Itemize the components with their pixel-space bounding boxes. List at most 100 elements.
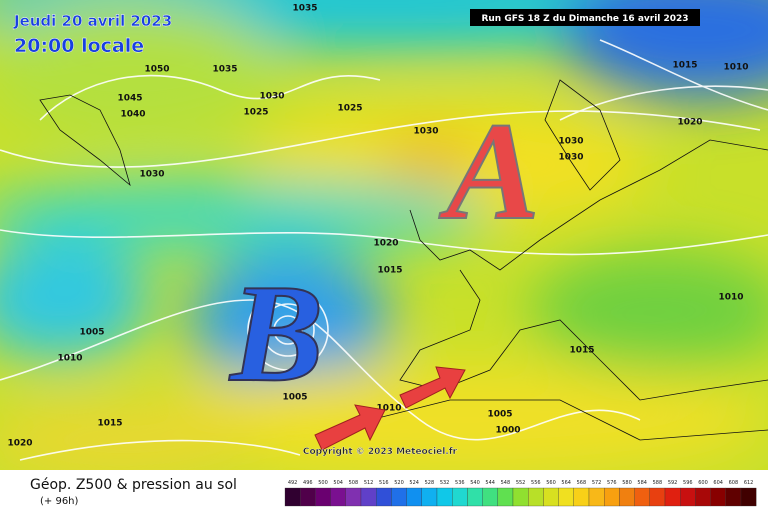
isobar-label: 1025: [337, 104, 362, 114]
isobar-label: 1020: [7, 439, 32, 449]
scale-label: 580: [622, 480, 632, 486]
isobar-label: 1035: [212, 65, 237, 75]
scale-label: 536: [455, 480, 465, 486]
scale-label: 508: [349, 480, 359, 486]
isobar-label: 1000: [495, 426, 520, 436]
scale-label: 576: [607, 480, 617, 486]
isobar-label: 1010: [718, 293, 743, 303]
scale-label: 592: [668, 480, 678, 486]
scale-swatch: [634, 487, 650, 507]
run-label: Run GFS 18 Z du Dimanche 16 avril 2023: [481, 14, 688, 24]
scale-label: 500: [318, 480, 328, 486]
scale-label: 556: [531, 480, 541, 486]
isobar-label: 1005: [79, 328, 104, 338]
isobar-label: 1010: [723, 63, 748, 73]
scale-swatch: [512, 487, 529, 507]
copyright: Copyright © 2023 Meteociel.fr: [303, 447, 458, 457]
scale-swatch: [695, 487, 711, 507]
isobar-label: 1025: [243, 108, 268, 118]
isobar-label: 1040: [120, 110, 145, 120]
isobar-label: 1030: [413, 127, 438, 137]
scale-swatch: [543, 487, 559, 507]
isobar-label: 1020: [373, 239, 398, 249]
scale-swatch: [649, 487, 666, 507]
scale-swatch: [330, 487, 346, 507]
scale-swatch: [436, 487, 453, 507]
scale-label: 492: [288, 480, 298, 486]
scale-swatch: [391, 487, 407, 507]
scale-swatch: [497, 487, 514, 507]
scale-label: 540: [470, 480, 480, 486]
footer-title: Géop. Z500 & pression au sol: [30, 477, 237, 493]
isobar-label: 1030: [558, 153, 583, 163]
isobar-label: 1035: [292, 4, 317, 14]
low-pressure-label: B: [228, 256, 323, 411]
scale-label: 548: [501, 480, 511, 486]
isobar-label: 1005: [487, 410, 512, 420]
arrows: [314, 366, 466, 451]
scale-swatch: [710, 487, 726, 507]
scale-label: 520: [394, 480, 404, 486]
scale-swatch: [300, 487, 316, 507]
time-label: 20:00 locale: [14, 35, 144, 57]
scale-label: 600: [698, 480, 708, 486]
scale-swatch: [558, 487, 574, 507]
isobar-label: 1045: [117, 94, 142, 104]
scale-label: 496: [303, 480, 313, 486]
color-scale: 492 496 500 504 508 512 516 520 524 528 532 536 540 5…: [284, 480, 757, 507]
isobar-label: 1030: [259, 92, 284, 102]
scale-swatch: [573, 487, 590, 507]
scale-swatch: [588, 487, 605, 507]
scale-label: 572: [592, 480, 602, 486]
isobar-label: 1030: [558, 137, 583, 147]
scale-swatch: [740, 487, 757, 507]
scale-label: 560: [546, 480, 556, 486]
scale-swatch: [725, 487, 742, 507]
isobar-label: 1005: [282, 393, 307, 403]
scale-swatch: [315, 487, 331, 507]
scale-swatch: [360, 487, 377, 507]
scale-swatch: [376, 487, 392, 507]
isobar-label: 1020: [677, 118, 702, 128]
date-label: Jeudi 20 avril 2023: [13, 12, 172, 30]
footer-subtitle: (+ 96h): [40, 496, 79, 507]
scale-label: 612: [744, 480, 754, 486]
scale-label: 584: [637, 480, 647, 486]
scale-label: 524: [409, 480, 419, 486]
isobar-label: 1010: [57, 354, 82, 364]
high-pressure-label: A: [438, 94, 539, 249]
scale-label: 604: [713, 480, 723, 486]
scale-label: 532: [440, 480, 450, 486]
scale-label: 544: [485, 480, 495, 486]
run-box: [470, 9, 700, 26]
scale-label: 608: [729, 480, 739, 486]
scale-label: 504: [333, 480, 343, 486]
scale-swatch: [528, 487, 544, 507]
scale-label: 588: [653, 480, 663, 486]
scale-label: 552: [516, 480, 526, 486]
isobar-label: 1030: [139, 170, 164, 180]
isobar-label: 1015: [377, 266, 402, 276]
scale-label: 512: [364, 480, 374, 486]
scale-swatch: [482, 487, 498, 507]
isobar-label: 1015: [672, 61, 697, 71]
scale-label: 568: [577, 480, 587, 486]
isobar-label: 1015: [569, 346, 594, 356]
scale-swatch: [604, 487, 620, 507]
scale-label: 516: [379, 480, 389, 486]
isobar-labels: 1035 1050 1035 1045 1040 1030 1025 1025 1030 1030…: [7, 4, 748, 449]
scale-label: 564: [561, 480, 571, 486]
scale-swatch: [467, 487, 483, 507]
scale-label: 596: [683, 480, 693, 486]
scale-swatch: [345, 487, 362, 507]
scale-swatch: [664, 487, 681, 507]
scale-label: 528: [425, 480, 435, 486]
scale-swatch: [452, 487, 468, 507]
scale-swatch: [406, 487, 422, 507]
scale-swatch: [619, 487, 635, 507]
scale-swatch: [284, 487, 301, 507]
scale-swatch: [421, 487, 438, 507]
isobar-label: 1010: [376, 404, 401, 414]
isobar-label: 1015: [97, 419, 122, 429]
